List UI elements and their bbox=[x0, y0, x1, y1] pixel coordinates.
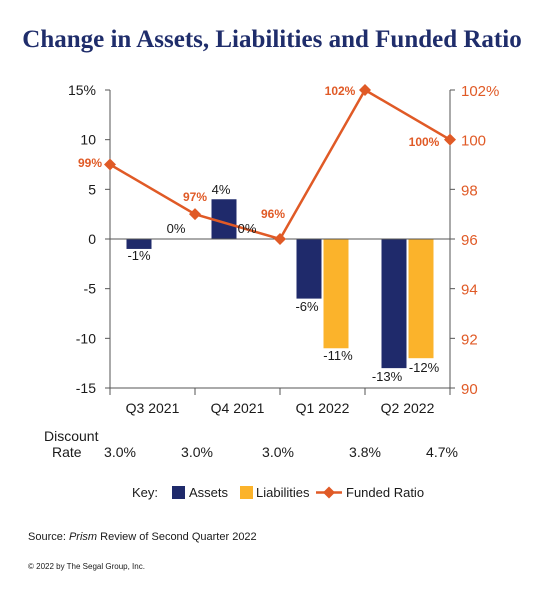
right-tick-label: 96 bbox=[461, 232, 478, 249]
left-tick-label: 15% bbox=[68, 82, 96, 98]
funded-ratio-point bbox=[359, 84, 371, 96]
funded-ratio-label: 99% bbox=[78, 156, 102, 170]
category-label: Q3 2021 bbox=[126, 400, 180, 416]
assets-data-label: 4% bbox=[212, 182, 231, 197]
discount-rate-label-line1: Discount bbox=[44, 428, 99, 444]
liabilities-data-label: 0% bbox=[167, 221, 186, 236]
category-label: Q1 2022 bbox=[296, 400, 350, 416]
right-tick-label: 94 bbox=[461, 282, 478, 299]
legend-liabilities-label: Liabilities bbox=[256, 485, 310, 500]
funded-ratio-label: 100% bbox=[409, 135, 440, 149]
liabilities-data-label: 0% bbox=[238, 221, 257, 236]
legend-assets-swatch bbox=[172, 486, 185, 499]
left-tick-label: 0 bbox=[88, 231, 96, 247]
source-note: Source: Prism Review of Second Quarter 2… bbox=[28, 531, 257, 543]
bars-layer bbox=[126, 199, 434, 369]
right-tick-label: 90 bbox=[461, 381, 478, 398]
discount-rate-value: 3.0% bbox=[262, 444, 294, 460]
right-tick-label: 102% bbox=[461, 83, 499, 100]
legend: Key: Assets Liabilities Funded Ratio bbox=[132, 485, 424, 500]
funded-ratio-point bbox=[444, 133, 456, 146]
bar-assets bbox=[381, 239, 407, 369]
liabilities-data-label: -11% bbox=[323, 348, 353, 363]
bar-assets bbox=[126, 239, 152, 249]
assets-data-label: -6% bbox=[295, 299, 319, 314]
assets-data-label: -13% bbox=[372, 369, 403, 384]
funded-ratio-point bbox=[104, 158, 116, 171]
assets-data-label: -1% bbox=[127, 248, 151, 263]
legend-funded-ratio-marker bbox=[323, 486, 335, 499]
funded-ratio-label: 96% bbox=[261, 207, 285, 221]
left-tick-label: -10 bbox=[76, 330, 96, 346]
discount-rate-value: 3.0% bbox=[104, 444, 136, 460]
legend-key-label: Key: bbox=[132, 485, 158, 500]
bar-liabilities bbox=[323, 239, 349, 349]
right-tick-label: 98 bbox=[461, 182, 478, 199]
right-tick-label: 100 bbox=[461, 133, 486, 150]
funded-ratio-label: 97% bbox=[183, 190, 207, 204]
funded-ratio-layer bbox=[104, 84, 456, 245]
discount-rate-value: 4.7% bbox=[426, 444, 458, 460]
bar-assets bbox=[296, 239, 322, 299]
right-tick-label: 92 bbox=[461, 331, 478, 348]
discount-rate-label-line2: Rate bbox=[52, 444, 82, 460]
left-tick-label: 5 bbox=[88, 181, 96, 197]
source-suffix: Review of Second Quarter 2022 bbox=[97, 531, 257, 543]
left-tick-label: -15 bbox=[76, 380, 96, 396]
labels-layer: -1%0%4%0%-6%-11%-13%-12%99%97%96%102%100… bbox=[44, 84, 458, 460]
chart-title: Change in Assets, Liabilities and Funded… bbox=[22, 26, 522, 53]
legend-funded-ratio-label: Funded Ratio bbox=[346, 485, 424, 500]
left-tick-label: 10 bbox=[80, 132, 96, 148]
funded-ratio-point bbox=[189, 208, 201, 221]
left-tick-label: -5 bbox=[84, 281, 97, 297]
funded-ratio-label: 102% bbox=[325, 84, 356, 98]
source-prefix: Source: bbox=[28, 531, 69, 543]
discount-rate-value: 3.0% bbox=[181, 444, 213, 460]
category-label: Q4 2021 bbox=[211, 400, 265, 416]
funded-ratio-point bbox=[274, 233, 286, 245]
legend-assets-label: Assets bbox=[189, 485, 229, 500]
discount-rate-value: 3.8% bbox=[349, 444, 381, 460]
liabilities-data-label: -12% bbox=[409, 360, 440, 375]
category-label: Q2 2022 bbox=[381, 400, 435, 416]
legend-liabilities-swatch bbox=[240, 486, 253, 499]
copyright: © 2022 by The Segal Group, Inc. bbox=[28, 562, 145, 571]
source-publication: Prism bbox=[68, 531, 98, 543]
bar-liabilities bbox=[408, 239, 434, 359]
